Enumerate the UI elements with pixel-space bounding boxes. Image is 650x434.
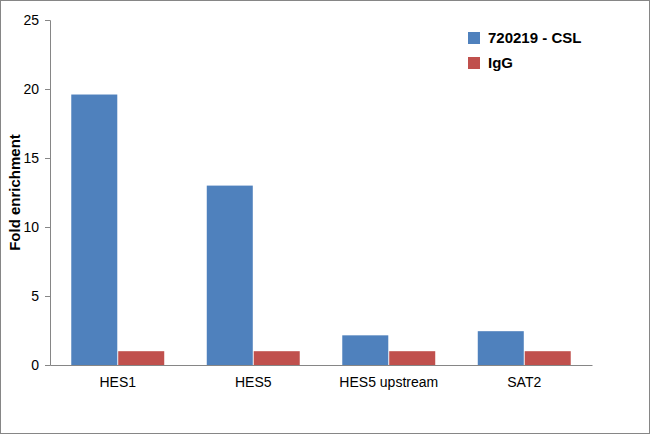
y-tick-label: 25: [23, 12, 39, 28]
bar: [342, 335, 388, 365]
y-tick-mark: [45, 158, 50, 159]
y-tick: 15: [23, 150, 50, 166]
y-tick: 0: [31, 357, 50, 373]
bar-series: [71, 95, 524, 365]
y-tick-mark: [45, 20, 50, 21]
legend: 720219 - CSL IgG: [468, 29, 581, 71]
legend-label: IgG: [488, 54, 513, 71]
legend-swatch: [468, 57, 480, 69]
x-tick-label: HES5: [235, 374, 272, 390]
bar-series: [118, 351, 571, 365]
y-tick-mark: [45, 365, 50, 366]
y-tick: 25: [23, 12, 50, 28]
x-tick: HES5 upstream: [339, 365, 438, 390]
y-tick-mark: [45, 89, 50, 90]
chart-frame: [1, 1, 650, 434]
bar: [207, 186, 253, 365]
plot: 0 5 10 15 20 25 HES1 HES5 HES5 upstream SAT2: [23, 12, 592, 390]
y-tick-mark: [45, 296, 50, 297]
legend-label: 720219 - CSL: [488, 29, 581, 46]
bar: [525, 351, 571, 365]
chart: 0 5 10 15 20 25 HES1 HES5 HES5 upstream SAT2 Fold …: [0, 0, 650, 434]
x-tick: HES5: [235, 365, 272, 390]
y-axis-line: [45, 21, 51, 366]
y-tick-label: 0: [31, 357, 39, 373]
x-tick: SAT2: [507, 365, 541, 390]
legend-item: 720219 - CSL: [468, 29, 581, 46]
bar: [71, 95, 117, 365]
bars: [71, 95, 570, 365]
y-tick-label: 10: [23, 219, 39, 235]
y-tick-label: 5: [31, 288, 39, 304]
bar: [254, 351, 300, 365]
x-axis-line: [51, 365, 593, 366]
legend-swatch: [468, 32, 480, 44]
y-tick: 10: [23, 219, 50, 235]
x-axis: HES1 HES5 HES5 upstream SAT2: [51, 365, 593, 390]
bar: [389, 351, 435, 365]
x-tick: HES1: [99, 365, 136, 390]
legend-item: IgG: [468, 54, 513, 71]
y-tick: 20: [23, 81, 50, 97]
y-axis-title: Fold enrichment: [6, 134, 23, 251]
bar: [478, 331, 524, 365]
x-tick-label: HES1: [99, 374, 136, 390]
x-tick-label: SAT2: [507, 374, 541, 390]
y-tick-label: 20: [23, 81, 39, 97]
y-axis: 0 5 10 15 20 25: [23, 12, 50, 373]
x-tick-label: HES5 upstream: [339, 374, 438, 390]
y-tick-label: 15: [23, 150, 39, 166]
y-tick: 5: [31, 288, 50, 304]
y-tick-mark: [45, 227, 50, 228]
bar: [118, 351, 164, 365]
